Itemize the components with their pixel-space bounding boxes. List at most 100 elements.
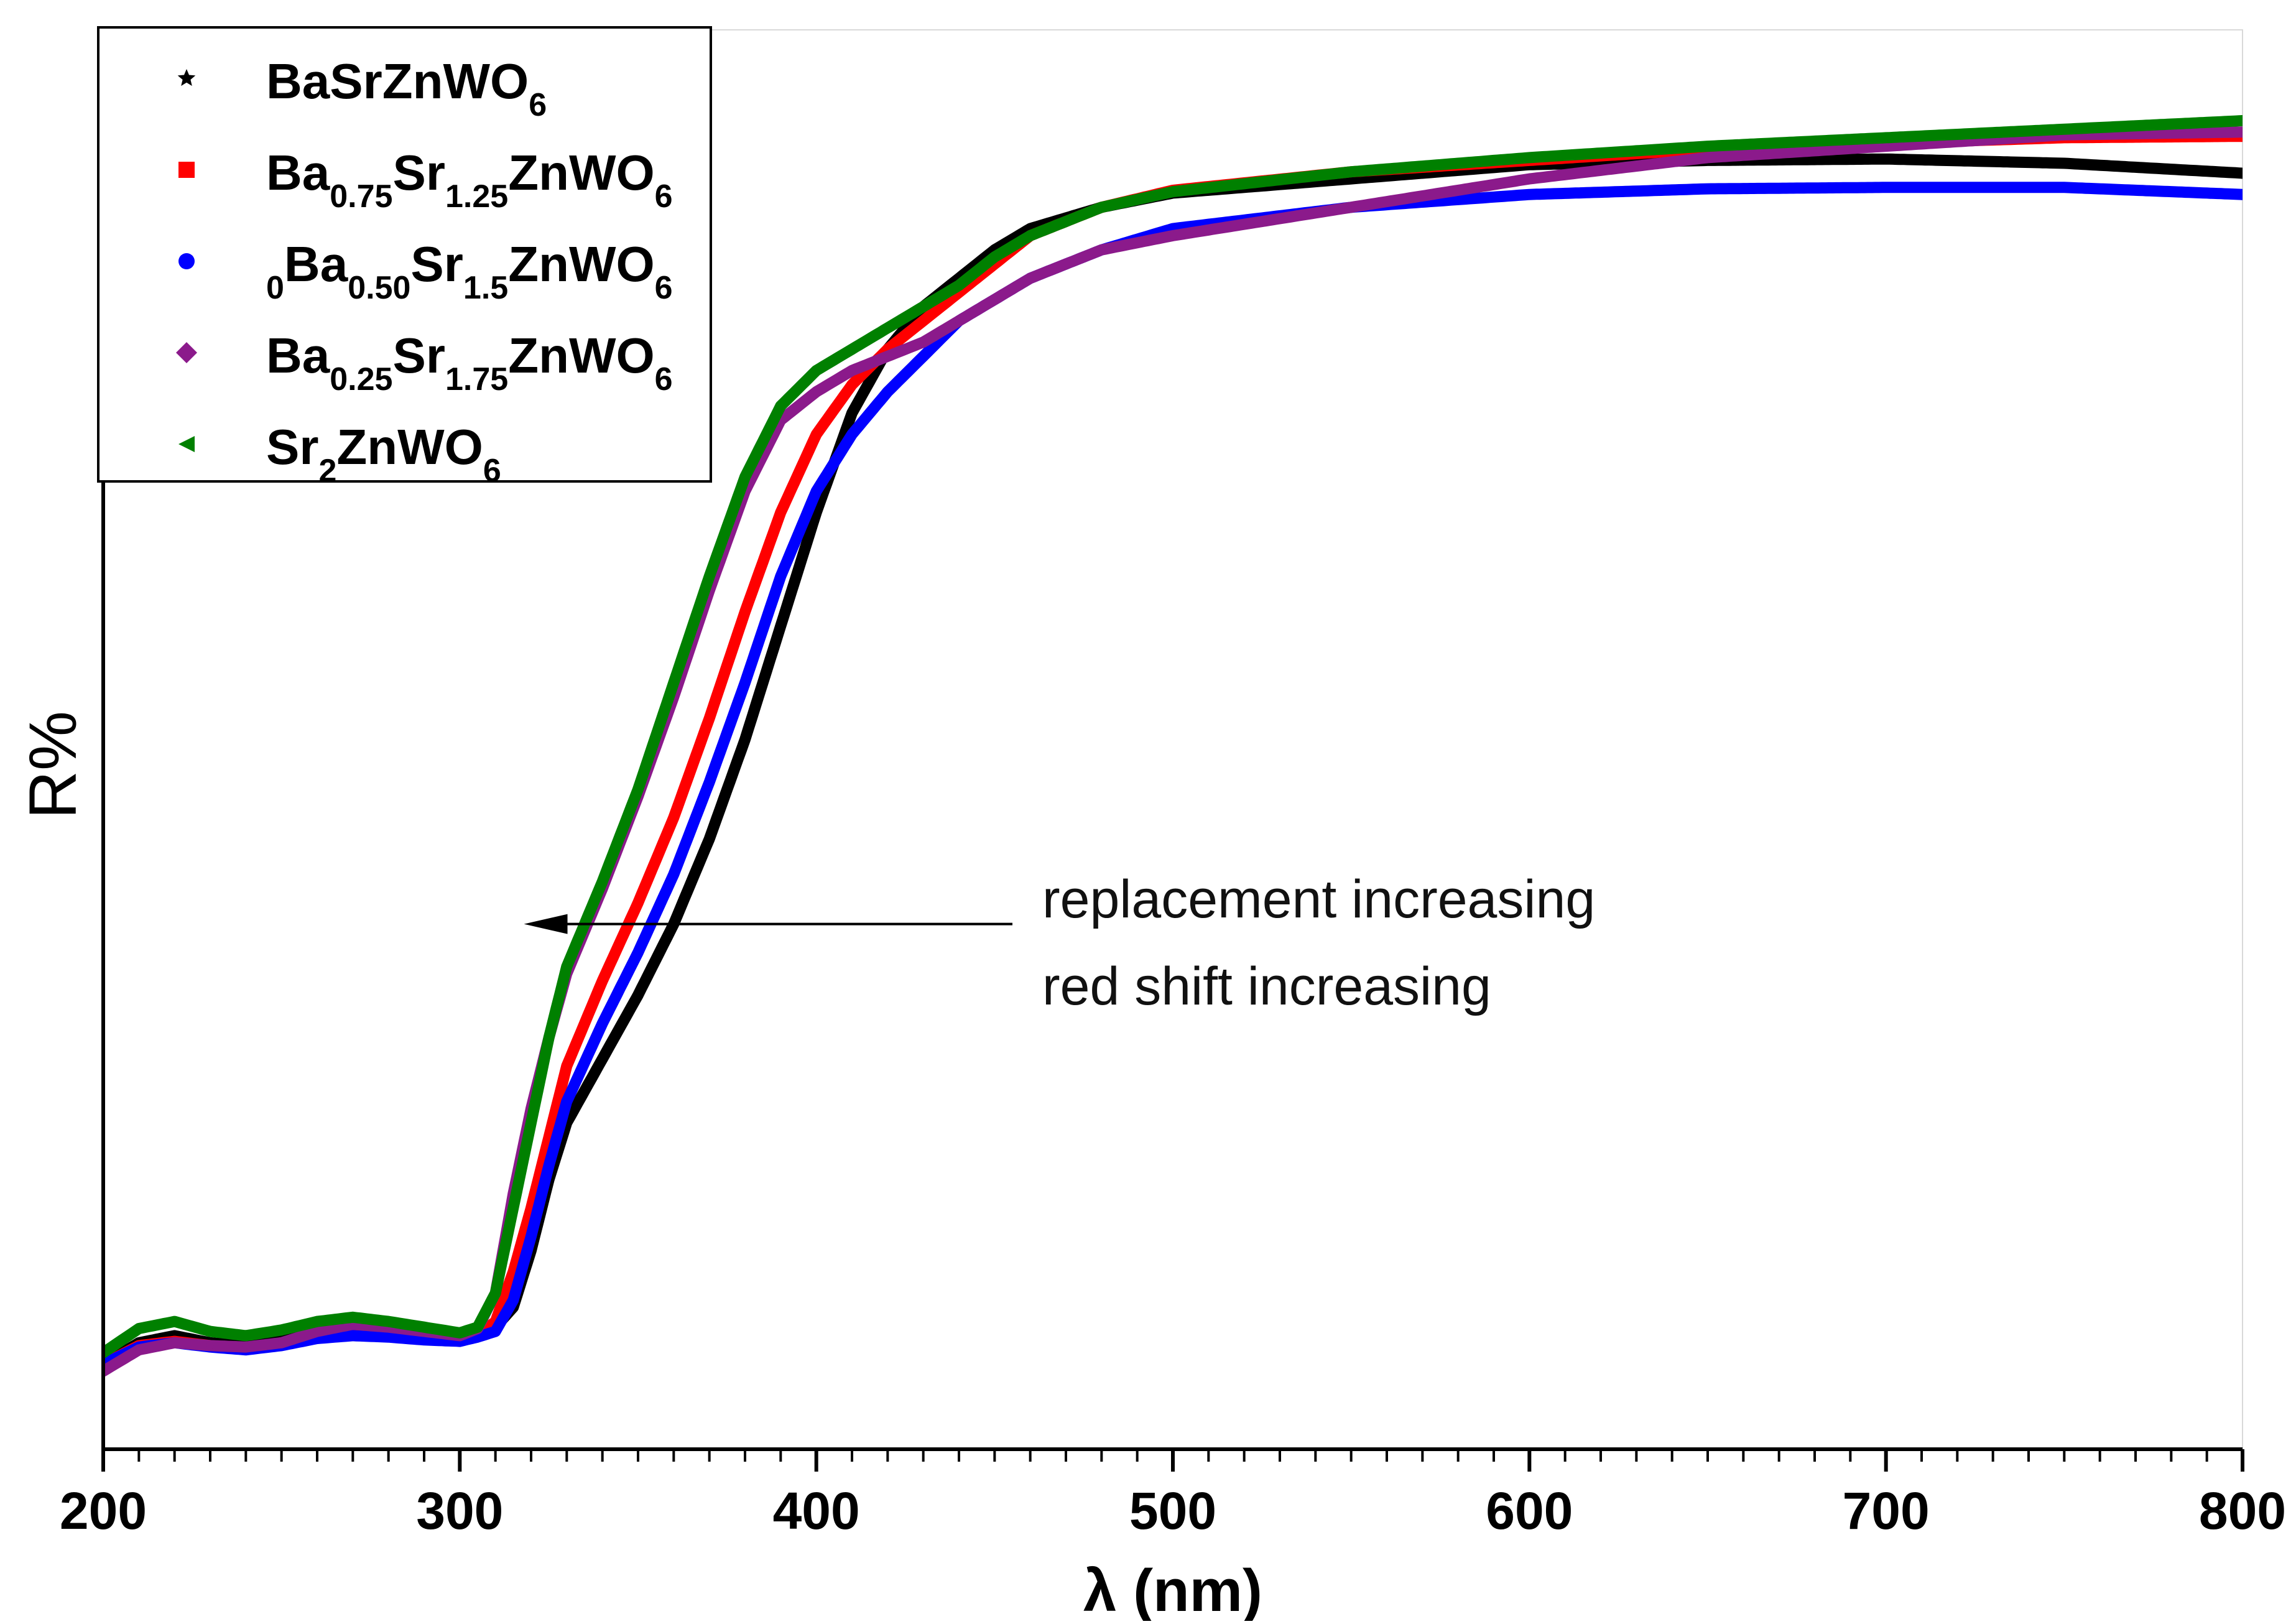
data-point	[812, 487, 820, 495]
data-point	[2060, 159, 2068, 167]
data-point	[313, 1327, 321, 1335]
data-point	[384, 1333, 392, 1341]
legend-entry: Ba0.25Sr1.75ZnWO6	[176, 328, 673, 397]
data-point	[741, 473, 749, 481]
legend-entry: Ba0.75Sr1.25ZnWO6	[178, 145, 673, 215]
data-point	[1026, 274, 1034, 282]
x-tick-label: 600	[1486, 1482, 1573, 1540]
data-point	[812, 387, 820, 396]
data-point	[598, 977, 606, 985]
data-point	[509, 1204, 517, 1212]
data-point	[349, 1332, 357, 1340]
data-point	[135, 1325, 143, 1333]
legend-marker-star	[177, 69, 196, 86]
legend-box	[97, 26, 712, 483]
series-layer	[103, 115, 2243, 1377]
data-point	[777, 622, 785, 630]
data-point	[135, 1346, 143, 1354]
data-point	[527, 1232, 535, 1240]
x-axis-ticks	[101, 1449, 2244, 1472]
data-point	[2239, 190, 2243, 198]
data-point	[2239, 169, 2243, 177]
data-point	[884, 352, 892, 360]
data-point	[991, 295, 999, 304]
data-point	[741, 679, 749, 687]
data-point	[242, 1343, 250, 1351]
data-point	[170, 1317, 178, 1325]
annotation-line-1: replacement increasing	[1042, 870, 1595, 929]
data-point	[545, 1161, 553, 1169]
data-point	[1347, 168, 1355, 176]
data-point	[2060, 125, 2068, 133]
data-point	[1026, 231, 1034, 239]
data-point	[1169, 231, 1177, 239]
series-4	[103, 115, 2243, 1358]
data-point	[1169, 188, 1177, 196]
data-point	[2060, 183, 2068, 192]
data-point	[884, 324, 892, 332]
legend-marker-circle	[178, 253, 195, 269]
x-tick-label: 700	[1843, 1482, 1930, 1540]
data-point	[1347, 203, 1355, 211]
data-point	[563, 963, 571, 971]
data-point	[1704, 185, 1711, 193]
data-point	[1704, 154, 1711, 162]
data-point	[991, 253, 999, 261]
data-point	[456, 1329, 464, 1337]
data-point	[1882, 155, 1890, 163]
legend-entries: BaSrZnWO6 Ba0.75Sr1.25ZnWO6 0Ba0.50Sr1.5Zn…	[176, 53, 673, 489]
data-point	[848, 381, 856, 389]
data-point	[955, 281, 963, 289]
annotation-line-2: red shift increasing	[1042, 957, 1491, 1016]
data-point	[563, 1062, 571, 1070]
data-point	[277, 1326, 285, 1334]
legend-label: BaSrZnWO6	[266, 53, 547, 123]
data-point	[545, 1034, 553, 1042]
data-point	[777, 572, 785, 580]
legend-label: Sr2ZnWO6	[266, 419, 501, 489]
y-axis-title: R%	[15, 711, 90, 819]
data-point	[919, 338, 927, 346]
data-point	[1098, 246, 1106, 254]
data-point	[491, 1289, 499, 1297]
data-point	[777, 508, 785, 516]
annotation-arrow-head	[524, 914, 568, 934]
data-point	[919, 317, 927, 325]
x-tick-label: 500	[1129, 1482, 1216, 1540]
legend-marker-square	[178, 162, 195, 178]
data-point	[563, 1097, 571, 1105]
data-point	[1704, 142, 1711, 151]
data-point	[349, 1313, 357, 1321]
x-axis-title: λ (nm)	[1083, 1557, 1262, 1621]
legend: BaSrZnWO6 Ba0.75Sr1.25ZnWO6 0Ba0.50Sr1.5Zn…	[97, 26, 712, 489]
data-point	[420, 1323, 428, 1331]
data-point	[705, 572, 713, 580]
data-point	[491, 1327, 499, 1335]
x-tick-label: 200	[60, 1482, 147, 1540]
data-point	[670, 679, 678, 687]
x-axis-tick-labels: 200 300 400 500 600 700 800	[60, 1482, 2286, 1540]
data-point	[812, 430, 820, 438]
data-point	[812, 508, 820, 516]
data-point	[1098, 203, 1106, 211]
data-point	[1882, 183, 1890, 192]
data-point	[634, 949, 642, 957]
data-point	[420, 1336, 428, 1344]
data-point	[777, 402, 785, 410]
x-tick-label: 400	[773, 1482, 860, 1540]
data-point	[884, 387, 892, 396]
legend-marker-triangle-left	[178, 436, 195, 452]
data-point	[474, 1323, 481, 1331]
x-tick-label: 300	[416, 1482, 503, 1540]
data-point	[848, 409, 856, 417]
data-point	[277, 1339, 285, 1347]
data-point	[1525, 190, 1534, 198]
data-point	[1882, 134, 1890, 142]
data-point	[598, 1055, 606, 1063]
data-point	[812, 366, 820, 374]
data-point	[1882, 142, 1890, 151]
data-point	[848, 366, 856, 374]
data-point	[670, 814, 678, 822]
